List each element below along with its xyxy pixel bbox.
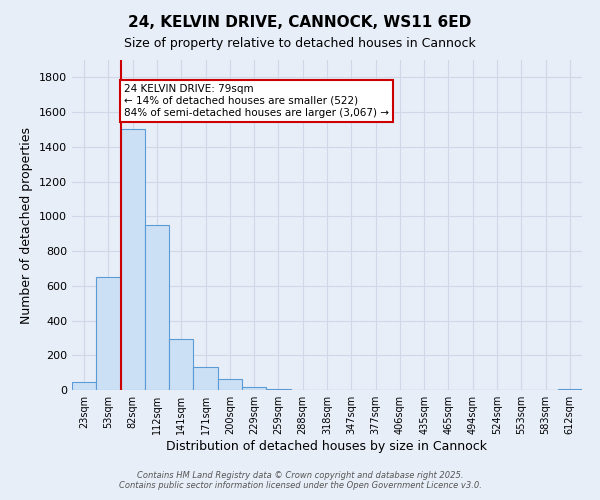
Bar [121,130,145,390]
Bar [558,389,582,390]
Bar [145,225,169,390]
Text: 24 KELVIN DRIVE: 79sqm
← 14% of detached houses are smaller (522)
84% of semi-de: 24 KELVIN DRIVE: 79sqm ← 14% of detached… [124,84,389,117]
X-axis label: Distribution of detached houses by size in Cannock: Distribution of detached houses by size … [167,440,487,453]
Bar [242,386,266,390]
Y-axis label: Number of detached properties: Number of detached properties [20,126,34,324]
Text: Contains HM Land Registry data © Crown copyright and database right 2025.
Contai: Contains HM Land Registry data © Crown c… [119,470,481,490]
Bar [72,382,96,390]
Text: 24, KELVIN DRIVE, CANNOCK, WS11 6ED: 24, KELVIN DRIVE, CANNOCK, WS11 6ED [128,15,472,30]
Text: Size of property relative to detached houses in Cannock: Size of property relative to detached ho… [124,38,476,51]
Bar [266,389,290,390]
Bar [169,339,193,390]
Bar [96,277,121,390]
Bar [193,366,218,390]
Bar [218,378,242,390]
